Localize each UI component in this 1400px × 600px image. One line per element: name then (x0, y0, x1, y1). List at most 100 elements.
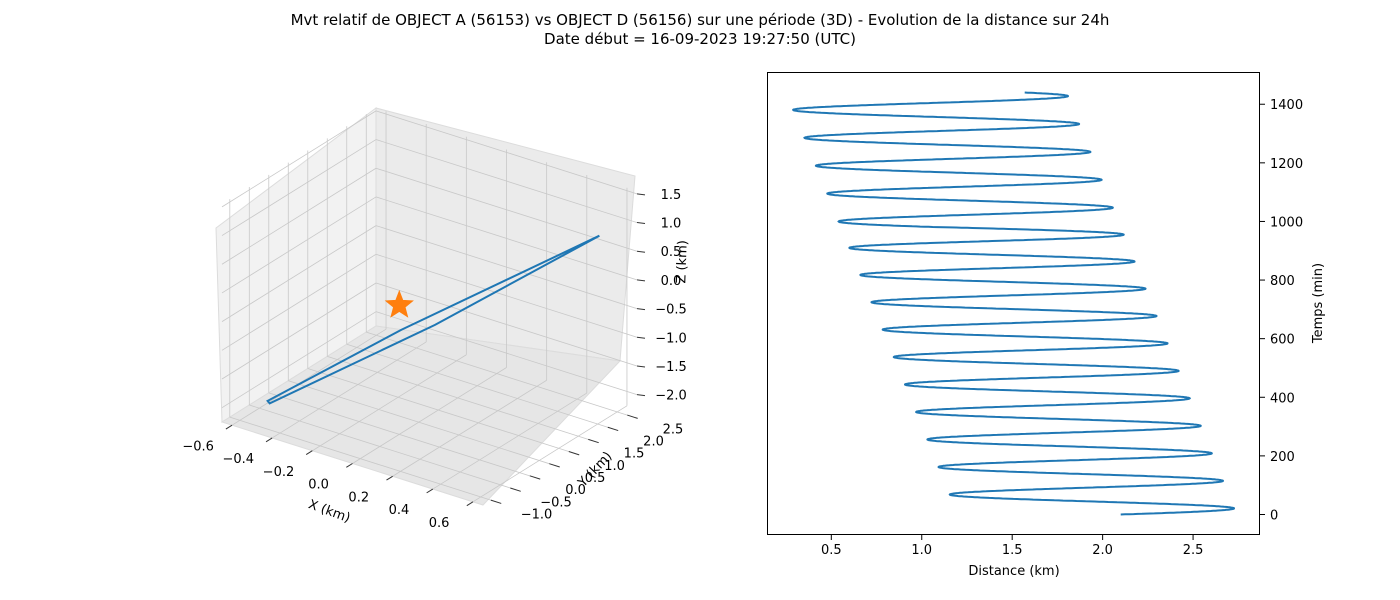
grid-z-left (221, 167, 377, 265)
tick-label-z: 0.0 (661, 274, 682, 289)
grid-x-floor (352, 367, 507, 464)
grid-z-left (221, 196, 377, 294)
tick-label-x: −0.2 (263, 465, 295, 480)
tick-label-z: −2.0 (655, 389, 687, 404)
tick-y (568, 451, 580, 456)
tick-z (636, 222, 646, 225)
grid-z-back (375, 282, 638, 367)
grid-z-left (221, 282, 377, 380)
tick-y (549, 463, 560, 468)
grid-x-floor (392, 379, 547, 477)
grid-z-back (375, 110, 638, 195)
tick-label-y-2d: 400 (1270, 391, 1295, 406)
tick-label-y-2d: 1000 (1270, 215, 1303, 230)
tick-x (466, 501, 474, 507)
tick-label-y-2d: 1400 (1270, 98, 1303, 113)
tick-label-z: 1.5 (661, 188, 682, 203)
grid-z-back (375, 139, 638, 223)
tick-label-x: −0.6 (182, 439, 214, 454)
tick-label-x-2d: 2.0 (1092, 543, 1113, 558)
tick-label-y-2d: 800 (1270, 274, 1295, 289)
tick-label-x-2d: 1.5 (1002, 543, 1023, 558)
tick-label-y: 0.0 (565, 483, 586, 498)
tick-label-x: −0.4 (223, 452, 255, 467)
tick-y (490, 499, 502, 504)
tick-label-y-2d: 200 (1270, 450, 1295, 465)
x-axis-label-3d: X (km) (306, 497, 352, 526)
grid-z-back (375, 311, 638, 396)
tick-x (346, 463, 353, 468)
tick-z (636, 336, 646, 339)
grid-z-left (221, 253, 377, 351)
tick-label-y: 2.5 (663, 422, 684, 437)
tick-z (636, 250, 646, 253)
tick-label-y: 0.5 (585, 471, 606, 486)
grid-y-floor (288, 380, 550, 465)
tick-z (636, 193, 646, 196)
tick-x (426, 488, 434, 494)
grid-y-floor (327, 355, 589, 440)
right-2d-axes: 0.5 1.0 1.5 2.0 2.5 0 200 400 600 800 1000 1200 1400… (767, 72, 1326, 579)
tick-label-x: 0.4 (389, 503, 410, 518)
tick-label-z: −0.5 (655, 303, 687, 318)
tick-label-z: −1.5 (655, 360, 687, 375)
tick-label-y: 1.0 (604, 459, 625, 474)
figure-title-line2: Date début = 16-09-2023 19:27:50 (UTC) (544, 30, 856, 48)
plot-frame (767, 72, 1260, 535)
tick-z (636, 308, 646, 311)
star-marker (384, 289, 414, 318)
tick-label-x: 0.6 (429, 516, 450, 531)
tick-x (265, 437, 273, 443)
tick-label-y-2d: 600 (1270, 333, 1295, 348)
tick-y (529, 475, 541, 480)
tick-label-x-2d: 1.0 (911, 543, 932, 558)
tick-label-x: 0.2 (348, 490, 369, 505)
pane-floor (220, 325, 622, 506)
grid-y-floor (249, 404, 511, 489)
tick-z (636, 279, 646, 282)
tick-z (636, 365, 646, 368)
tick-label-z: −1.0 (655, 331, 687, 346)
grid-y-floor (366, 331, 628, 416)
grid-3d (221, 110, 638, 503)
grid-z-back (375, 196, 638, 281)
grid-x-floor (231, 328, 387, 426)
x-axis-label-2d: Distance (km) (968, 564, 1059, 579)
tick-label-z: 1.0 (661, 217, 682, 232)
grid-z-left (221, 139, 377, 236)
tick-label-x: 0.0 (308, 478, 329, 493)
tick-label-x-2d: 2.5 (1183, 543, 1204, 558)
tick-x (225, 424, 233, 430)
grid-z-left (221, 311, 377, 408)
grid-x-floor (312, 354, 467, 452)
grid-y-floor (346, 343, 608, 428)
tick-label-y: 2.0 (643, 435, 664, 450)
grid-x-floor (472, 405, 628, 503)
tick-x (305, 450, 313, 455)
distance-line (792, 91, 1235, 516)
tick-label-y: −1.0 (521, 507, 553, 522)
y-axis-label-2d: Temps (min) (1311, 263, 1326, 344)
grid-y-floor (229, 416, 491, 501)
tick-x (386, 475, 393, 481)
tick-y (588, 438, 599, 444)
grid-y-floor (307, 368, 569, 452)
tick-label-y-2d: 1200 (1270, 157, 1303, 172)
grid-z-left (221, 110, 377, 208)
ticks-2d: 0.5 1.0 1.5 2.0 2.5 0 200 400 600 800 1000 1200 1400 (821, 98, 1303, 558)
z-axis-label-3d: Z (km) (674, 240, 691, 284)
tick-z (636, 394, 646, 397)
tick-label-y: −0.5 (540, 495, 572, 510)
tick-label-z: 0.5 (661, 245, 682, 260)
grid-x-floor (271, 341, 427, 439)
ticks-3d: −0.6−0.4−0.20.00.20.40.6−1.0−0.50.00.51.… (182, 188, 686, 531)
grid-x-floor (432, 392, 588, 490)
tick-label-x-2d: 0.5 (821, 543, 842, 558)
tick-label-y-2d: 0 (1270, 508, 1278, 523)
grid-y-floor (268, 392, 530, 477)
left-3d-axes: −0.6−0.4−0.20.00.20.40.6−1.0−0.50.00.51.… (182, 107, 691, 531)
tick-y (607, 426, 619, 432)
tick-label-y: 1.5 (624, 447, 645, 462)
grid-z-back (375, 253, 638, 338)
tick-y (627, 414, 638, 419)
